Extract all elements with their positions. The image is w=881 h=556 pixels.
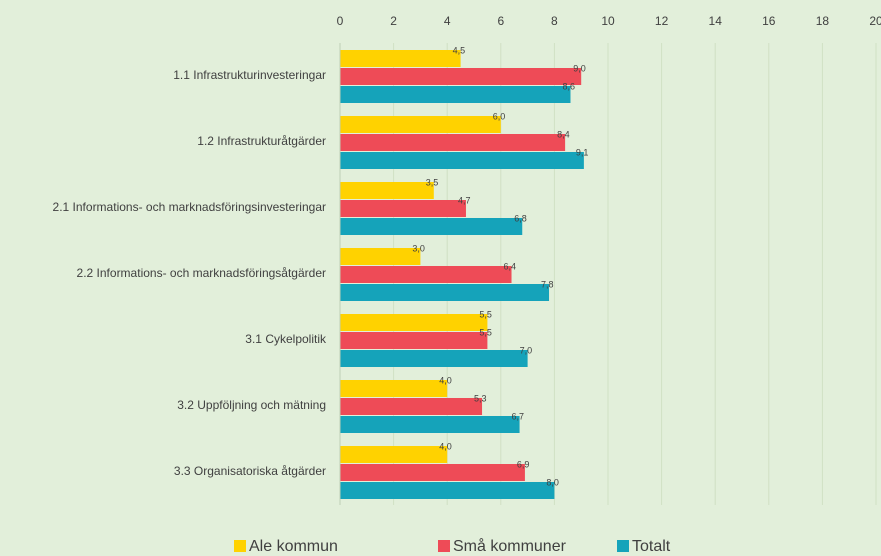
data-label: 6,4 bbox=[504, 261, 517, 271]
data-label: 9,0 bbox=[573, 63, 586, 73]
bar bbox=[340, 248, 421, 265]
x-tick-label: 16 bbox=[762, 14, 776, 28]
y-tick-label: 2.2 Informations- och marknadsföringsåtg… bbox=[77, 266, 326, 280]
data-label: 8,6 bbox=[562, 81, 575, 91]
data-label: 6,9 bbox=[517, 459, 530, 469]
legend-label: Totalt bbox=[632, 538, 671, 555]
bar bbox=[340, 68, 582, 85]
data-label: 7,0 bbox=[520, 345, 533, 355]
bar bbox=[340, 284, 550, 301]
x-tick-label: 18 bbox=[816, 14, 830, 28]
x-tick-label: 20 bbox=[869, 14, 881, 28]
bar bbox=[340, 314, 488, 331]
data-label: 8,0 bbox=[546, 477, 559, 487]
bar bbox=[340, 116, 501, 133]
bar bbox=[340, 152, 584, 169]
data-label: 5,5 bbox=[479, 309, 492, 319]
x-tick-label: 12 bbox=[655, 14, 669, 28]
legend-label: Ale kommun bbox=[249, 538, 338, 555]
data-label: 7,8 bbox=[541, 279, 554, 289]
bar bbox=[340, 200, 466, 217]
bar bbox=[340, 86, 571, 103]
y-tick-label: 1.1 Infrastrukturinvesteringar bbox=[173, 68, 326, 82]
bar bbox=[340, 482, 555, 499]
bar bbox=[340, 446, 448, 463]
data-label: 6,7 bbox=[512, 411, 525, 421]
data-label: 4,0 bbox=[439, 441, 452, 451]
x-tick-label: 8 bbox=[551, 14, 558, 28]
data-label: 8,4 bbox=[557, 129, 570, 139]
y-tick-label: 2.1 Informations- och marknadsföringsinv… bbox=[53, 200, 326, 214]
legend-label: Små kommuner bbox=[453, 537, 567, 555]
x-tick-label: 4 bbox=[444, 14, 451, 28]
bar bbox=[340, 464, 525, 481]
bar bbox=[340, 332, 488, 349]
bar bbox=[340, 182, 434, 199]
bar bbox=[340, 398, 483, 415]
data-label: 6,8 bbox=[514, 213, 527, 223]
data-label: 3,5 bbox=[426, 177, 439, 187]
bar bbox=[340, 50, 461, 67]
y-tick-label: 3.2 Uppföljning och mätning bbox=[177, 398, 326, 412]
data-label: 5,3 bbox=[474, 393, 487, 403]
x-tick-label: 14 bbox=[709, 14, 723, 28]
data-label: 4,7 bbox=[458, 195, 471, 205]
bar bbox=[340, 350, 528, 367]
data-label: 4,0 bbox=[439, 375, 452, 385]
x-tick-label: 10 bbox=[601, 14, 615, 28]
x-tick-label: 2 bbox=[390, 14, 397, 28]
bar bbox=[340, 416, 520, 433]
data-label: 4,5 bbox=[453, 45, 466, 55]
y-tick-label: 3.3 Organisatoriska åtgärder bbox=[174, 464, 326, 478]
x-tick-label: 0 bbox=[337, 14, 344, 28]
data-label: 5,5 bbox=[479, 327, 492, 337]
data-label: 6,0 bbox=[493, 111, 506, 121]
bar bbox=[340, 266, 512, 283]
y-tick-label: 3.1 Cykelpolitik bbox=[245, 332, 327, 346]
y-tick-label: 1.2 Infrastrukturåtgärder bbox=[197, 134, 326, 148]
legend-swatch bbox=[234, 540, 246, 552]
x-tick-label: 6 bbox=[497, 14, 504, 28]
legend-swatch bbox=[438, 540, 450, 552]
bar bbox=[340, 218, 523, 235]
data-label: 9,1 bbox=[576, 147, 589, 157]
bar bbox=[340, 134, 566, 151]
data-label: 3,0 bbox=[412, 243, 425, 253]
legend-swatch bbox=[617, 540, 629, 552]
bar bbox=[340, 380, 448, 397]
